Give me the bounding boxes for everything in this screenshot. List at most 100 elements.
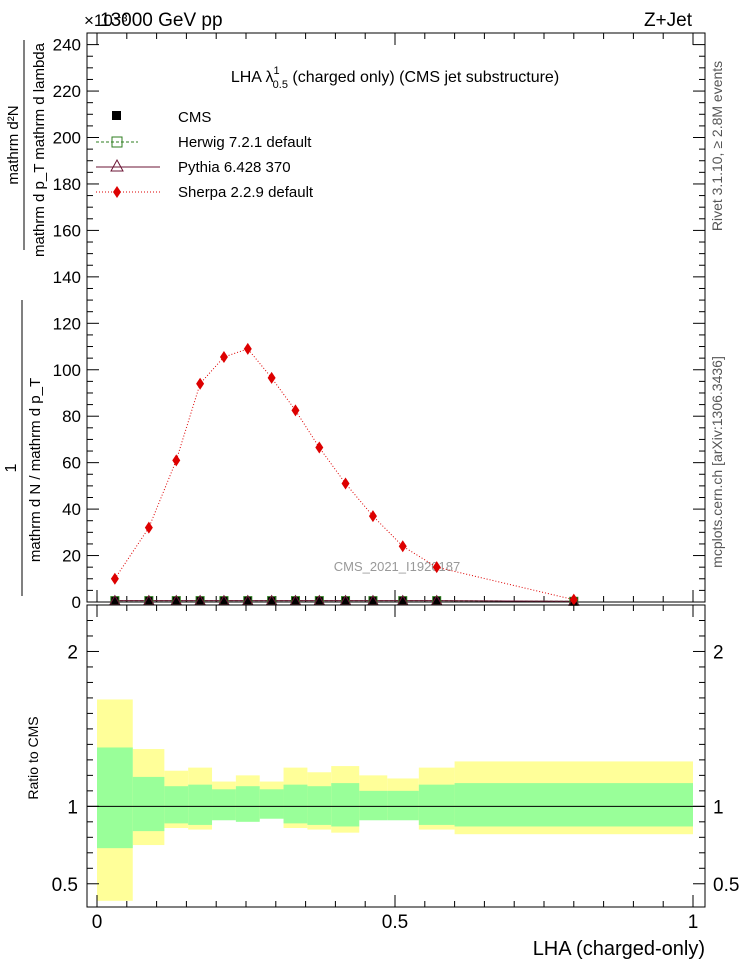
title-sub: 0.5 [273,79,288,91]
ratio-inner-band [387,790,419,821]
y-tick-label: 40 [62,500,81,519]
ratio-frame [86,604,706,908]
y-tick-label: 240 [53,36,81,55]
legend-item-sherpa: Sherpa 2.2.9 default [96,184,314,201]
legend-item-cms: CMS [112,109,211,126]
ratio-y-tick-label-right: 2 [713,642,724,663]
legend-label-herwig: Herwig 7.2.1 default [178,134,312,151]
ratio-inner-band [359,790,388,821]
rivet-label: Rivet 3.1.10, ≥ 2.8M events [709,61,725,231]
cms-point [341,596,350,605]
ratio-inner-band [235,786,260,822]
plot-title: LHA λ1 0.5 (charged only) (CMS jet substr… [231,65,559,91]
legend-label-sherpa: Sherpa 2.2.9 default [178,184,314,201]
x-axis-label: LHA (charged-only) [533,938,705,960]
sherpa-point [569,593,578,606]
cms-point [267,596,276,605]
cms-point [398,596,407,605]
ratio-inner-band [283,784,308,824]
ratio-inner-band [259,789,284,819]
y-tick-label: 60 [62,454,81,473]
legend-marker-cms [112,111,121,120]
ylabel-numerator: 1 [3,463,20,472]
sherpa-point [219,350,228,363]
ratio-inner-band [331,783,360,827]
sherpa-point [144,521,153,534]
title-main: LHA λ [231,69,274,86]
y-tick-label: 180 [53,175,81,194]
sherpa-point [341,477,350,490]
sherpa-point [315,441,324,454]
ratio-y-tick-label: 2 [67,642,78,663]
cms-point [219,596,228,605]
legend-marker-sherpa [113,186,121,198]
ratio-inner-band [212,789,236,821]
sherpa-point [110,572,119,585]
title-rest: (charged only) (CMS jet substructure) [288,69,559,86]
ratio-y-tick-label: 1 [67,797,78,818]
ratio-y-label: Ratio to CMS [25,716,41,799]
x-tick-label: 0.5 [382,912,408,933]
sherpa-point [368,510,377,523]
cms-point [196,596,205,605]
y-tick-label: 120 [53,314,81,333]
sherpa-point [243,342,252,355]
ratio-bands [97,699,693,901]
legend-item-herwig: Herwig 7.2.1 default [96,134,312,151]
y-tick-label: 100 [53,361,81,380]
ylabel-denominator: mathrm d N / mathrm d p_T [27,378,44,562]
ratio-inner-band [307,786,332,825]
ratio-inner-band [188,784,213,825]
legend-marker-pythia [110,158,124,172]
x-tick-label: 0 [92,912,103,933]
ylabel-inner-denominator: mathrm d p_T mathrm d lambda [31,42,48,257]
sherpa-line [114,348,574,601]
y-tick-label: 0 [72,593,81,612]
cms-point [110,596,119,605]
header-right: Z+Jet [644,10,693,31]
y-tick-label: 200 [53,129,81,148]
title-sup: 1 [274,65,280,77]
sherpa-point [196,377,205,390]
main-axes: 0 20 40 60 80 100 120 140 160 180 200 220 240 [53,32,706,612]
x-tick-label: 1 [688,912,699,933]
ratio-inner-band [97,747,133,849]
ratio-inner-band [454,783,693,827]
cms-point [368,596,377,605]
cms-point [172,596,181,605]
legend-label-pythia: Pythia 6.428 370 [178,159,291,176]
y-tick-label: 160 [53,221,81,240]
sherpa-point [291,404,300,417]
y-tick-label: 80 [62,407,81,426]
legend-label-cms: CMS [178,109,211,126]
ratio-inner-band [164,786,189,824]
main-series [109,342,580,606]
sherpa-point [432,561,441,574]
mcplots-label: mcplots.cern.ch [arXiv:1306.3436] [709,356,725,568]
ylabel-inner-numerator: mathrm d²N [5,105,22,184]
sherpa-point [398,540,407,553]
header-left: 13000 GeV pp [100,10,223,31]
y-tick-label: 220 [53,82,81,101]
sherpa-point [172,454,181,467]
legend-item-pythia: Pythia 6.428 370 [96,158,291,176]
main-frame [86,32,706,603]
ratio-axes: 0.5 0.5 1 1 2 2 0 0.5 1 [52,604,739,933]
sherpa-point [267,371,276,384]
legend: CMS Herwig 7.2.1 default Pythia 6.428 37… [96,109,314,201]
cms-point [315,596,324,605]
analysis-id: CMS_2021_I1920187 [334,559,461,574]
ratio-y-tick-label: 0.5 [52,875,78,896]
legend-marker-herwig [111,136,123,148]
y-tick-label: 140 [53,268,81,287]
ratio-inner-band [418,784,455,825]
y-tick-label: 20 [62,547,81,566]
cms-point [291,596,300,605]
cms-point [432,596,441,605]
ratio-inner-band [132,776,165,832]
main-y-label: 1 mathrm d N / mathrm d p_T mathrm d²N m… [3,40,48,596]
cms-point [243,596,252,605]
ratio-y-tick-label-right: 1 [713,797,724,818]
y-exponent: ×10⁻³ [84,11,128,30]
